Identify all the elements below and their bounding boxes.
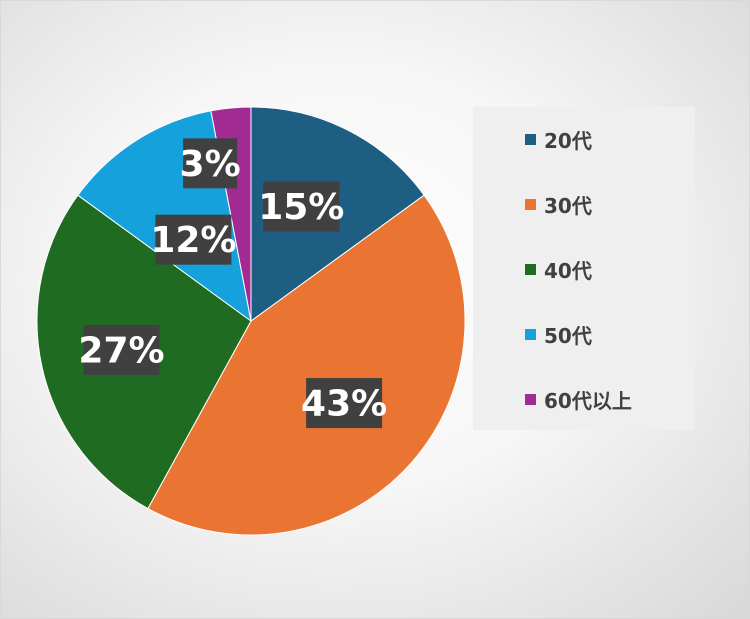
legend: 20代 30代 40代 50代 60代以上 bbox=[473, 107, 695, 430]
legend-label: 50代 bbox=[544, 323, 592, 348]
legend-label: 20代 bbox=[544, 128, 592, 153]
data-label-60s-plus: 3% bbox=[180, 138, 241, 189]
legend-swatch bbox=[525, 263, 536, 275]
data-label-text: 43% bbox=[301, 384, 387, 425]
legend-item-60s-plus: 60代以上 bbox=[525, 387, 632, 413]
data-label-50s: 12% bbox=[150, 214, 236, 265]
data-label-text: 27% bbox=[78, 330, 164, 371]
legend-label: 30代 bbox=[544, 193, 592, 218]
data-label-20s: 15% bbox=[258, 181, 344, 232]
data-label-text: 3% bbox=[180, 144, 241, 185]
data-label-text: 15% bbox=[258, 187, 344, 228]
legend-label: 40代 bbox=[544, 258, 592, 283]
data-label-box bbox=[183, 138, 238, 189]
data-label-40s: 27% bbox=[78, 324, 165, 375]
legend-swatch bbox=[525, 198, 536, 210]
data-label-box bbox=[83, 324, 160, 375]
legend-label: 60代以上 bbox=[544, 388, 632, 413]
pie-slice-30s bbox=[147, 194, 466, 536]
data-label-box bbox=[263, 181, 340, 232]
legend-item-40s: 40代 bbox=[525, 257, 592, 283]
data-label-text: 12% bbox=[150, 220, 236, 261]
legend-item-50s: 50代 bbox=[525, 322, 592, 348]
legend-swatch bbox=[525, 133, 536, 145]
legend-item-20s: 20代 bbox=[525, 127, 592, 153]
data-label-30s: 43% bbox=[301, 378, 387, 429]
legend-swatch bbox=[525, 328, 536, 340]
data-label-box bbox=[306, 378, 383, 429]
legend-item-30s: 30代 bbox=[525, 192, 592, 218]
legend-swatch bbox=[525, 393, 536, 405]
data-label-box bbox=[155, 214, 232, 265]
